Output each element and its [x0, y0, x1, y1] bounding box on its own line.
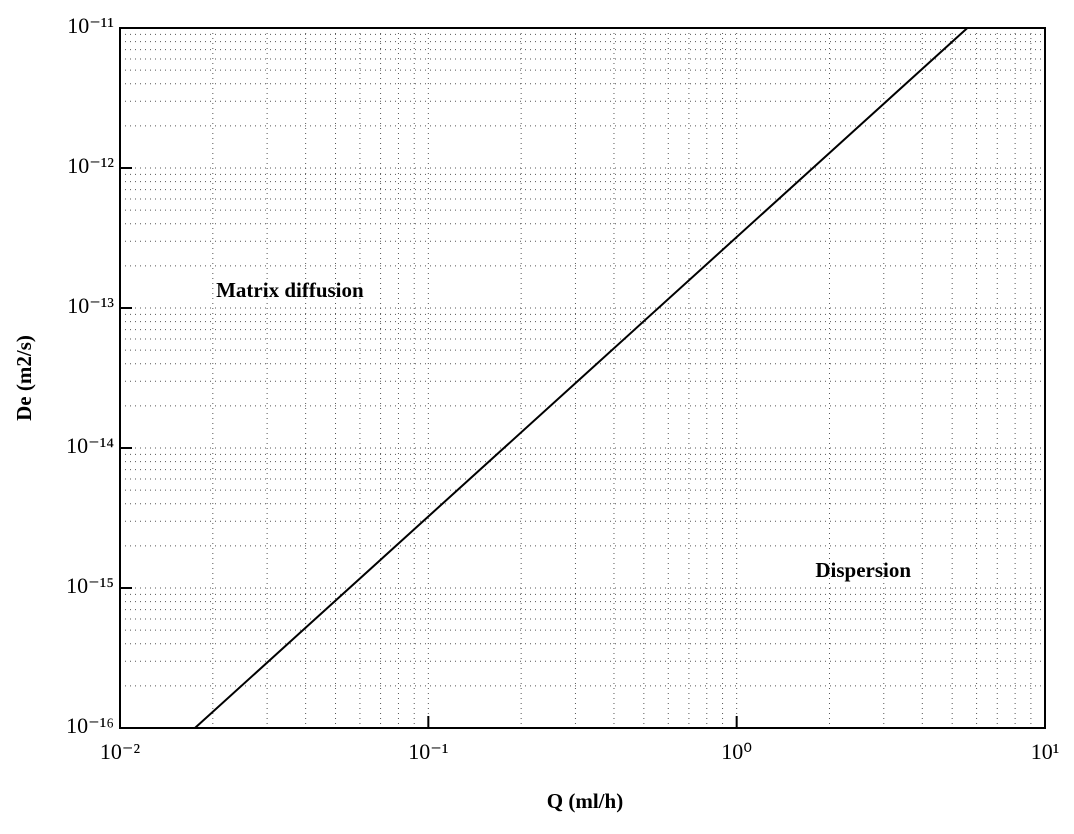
x-tick-label: 10⁻² — [100, 739, 141, 764]
y-tick-label: 10⁻¹⁵ — [66, 573, 114, 598]
x-tick-label: 10⁻¹ — [408, 739, 448, 764]
y-tick-label: 10⁻¹³ — [67, 293, 114, 318]
y-tick-label: 10⁻¹² — [67, 153, 114, 178]
y-tick-label: 10⁻¹⁶ — [66, 713, 114, 738]
data-line — [194, 28, 969, 728]
y-tick-label: 10⁻¹¹ — [67, 13, 114, 38]
y-axis-label: De (m2/s) — [12, 335, 36, 421]
x-axis-label: Q (ml/h) — [547, 789, 623, 813]
annotation: Dispersion — [815, 558, 911, 582]
y-tick-label: 10⁻¹⁴ — [66, 433, 114, 458]
x-tick-label: 10⁰ — [721, 739, 752, 764]
x-tick-label: 10¹ — [1031, 739, 1060, 764]
annotation: Matrix diffusion — [216, 278, 364, 302]
plot-frame — [119, 27, 1046, 729]
